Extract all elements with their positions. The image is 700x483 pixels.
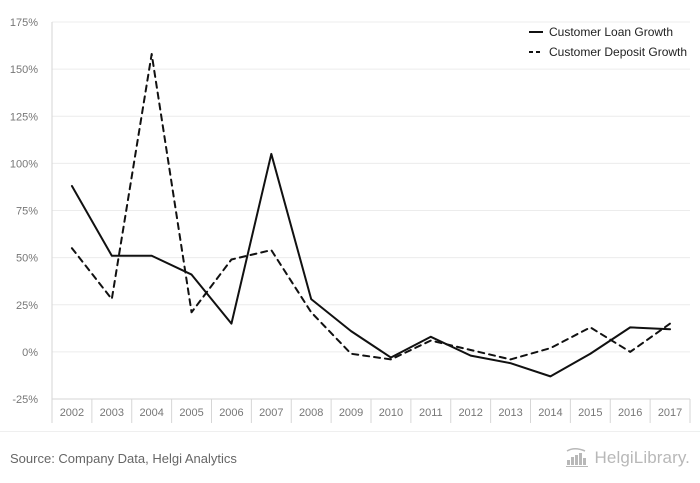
series-2-point: [429, 339, 432, 342]
chart-area: -25% 0% 25% 50% 75% 100% 125% 150% 175% 2002 2003 2…: [10, 17, 691, 423]
series-line-2: [70, 53, 672, 361]
series-2-point: [270, 249, 273, 252]
y-tick-label: 175%: [10, 17, 38, 29]
series-lines: [70, 53, 672, 378]
x-tick-label: 2009: [339, 407, 363, 419]
series-1-point: [669, 328, 672, 331]
series-1-point: [469, 354, 472, 357]
series-2-point: [150, 53, 153, 56]
x-tick-label: 2015: [578, 407, 602, 419]
legend: Customer Loan Growth Customer Deposit Gro…: [529, 25, 687, 59]
series-2-point: [589, 326, 592, 329]
footer-divider: [0, 431, 700, 432]
x-tick-label: 2012: [458, 407, 482, 419]
series-2-point: [350, 352, 353, 355]
series-2-point: [669, 322, 672, 325]
x-tick-label: 2017: [658, 407, 682, 419]
series-2-point: [190, 311, 193, 314]
series-2-point: [70, 247, 73, 250]
series-2-point: [310, 311, 313, 314]
y-tick-label: 75%: [16, 206, 38, 218]
grid-lines: [52, 21, 690, 400]
line-chart: -25% 0% 25% 50% 75% 100% 125% 150% 175% 2002 2003 2…: [10, 17, 691, 423]
x-tick-label: 2008: [299, 407, 323, 419]
y-tick-label: -25%: [12, 394, 38, 406]
helgi-library-icon: [565, 448, 588, 467]
y-tick-label: 0%: [22, 347, 38, 359]
brand-logo: HelgiLibrary.: [565, 446, 690, 470]
brand-name: HelgiLibrary.: [594, 448, 690, 467]
series-2-point: [549, 347, 552, 350]
series-1-point: [429, 335, 432, 338]
series-1-point: [270, 152, 273, 155]
series-1-point: [310, 298, 313, 301]
x-tick-label: 2004: [139, 407, 163, 419]
x-tick-label: 2006: [219, 407, 243, 419]
x-tick-label: 2007: [259, 407, 283, 419]
series-2-point: [629, 350, 632, 353]
x-tick-label: 2005: [179, 407, 203, 419]
series-1-point: [629, 326, 632, 329]
series-2-point: [509, 358, 512, 361]
x-tick-label: 2013: [498, 407, 522, 419]
y-tick-label: 150%: [10, 64, 38, 76]
series-1-point: [190, 273, 193, 276]
x-tick-label: 2016: [618, 407, 642, 419]
y-tick-label: 25%: [16, 300, 38, 312]
series-1-point: [350, 330, 353, 333]
x-tick-label: 2003: [100, 407, 124, 419]
x-tick-label: 2011: [419, 407, 443, 419]
series-1-point: [230, 322, 233, 325]
series-1-point: [549, 375, 552, 378]
series-line-1: [70, 152, 672, 378]
series-1-point: [150, 254, 153, 257]
series-2-point: [230, 258, 233, 261]
series-2-point: [469, 348, 472, 351]
source-text: Source: Company Data, Helgi Analytics: [10, 451, 237, 466]
series-1-point: [509, 362, 512, 365]
series-1-point: [70, 184, 73, 187]
x-tick-label: 2002: [60, 407, 84, 419]
legend-label-1: Customer Loan Growth: [549, 25, 673, 39]
legend-label-2: Customer Deposit Growth: [549, 45, 687, 59]
x-tick-label: 2010: [379, 407, 403, 419]
series-1-point: [110, 254, 113, 257]
series-2-point: [110, 298, 113, 301]
axes: -25% 0% 25% 50% 75% 100% 125% 150% 175% 2002 2003 2…: [10, 17, 691, 423]
series-2-point: [389, 358, 392, 361]
x-tick-label: 2014: [538, 407, 562, 419]
y-tick-label: 50%: [16, 253, 38, 265]
y-tick-label: 100%: [10, 158, 38, 170]
y-tick-label: 125%: [10, 111, 38, 123]
series-1-point: [589, 352, 592, 355]
